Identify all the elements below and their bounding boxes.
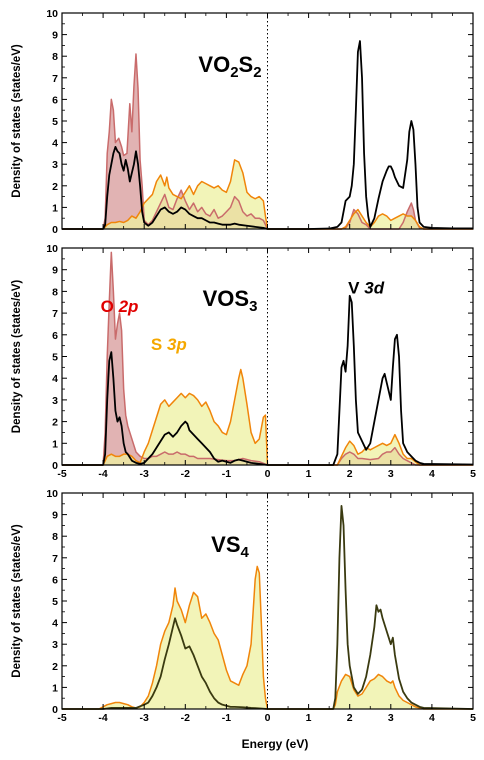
- x-tick-label: 1: [306, 468, 312, 480]
- y-tick-label: 3: [52, 159, 58, 171]
- y-tick-label: 0: [52, 704, 58, 716]
- y-tick-label: 2: [52, 181, 58, 193]
- y-tick-label: 1: [52, 438, 58, 450]
- y-tick-label: 2: [52, 661, 58, 673]
- x-tick-label: 1: [306, 712, 312, 724]
- series-line-v-3d: [62, 294, 474, 466]
- y-tick-label: 4: [52, 138, 58, 150]
- x-tick-label: -2: [181, 468, 190, 480]
- y-tick-label: 5: [52, 596, 58, 608]
- series-fill-s-3p: [62, 566, 473, 709]
- x-tick-label: 0: [265, 468, 271, 480]
- x-tick-label: 2: [347, 468, 353, 480]
- x-tick-label: -4: [98, 712, 107, 724]
- panel-title: VS4: [211, 532, 249, 561]
- y-tick-label: 8: [52, 286, 58, 298]
- x-tick-label: -1: [222, 712, 231, 724]
- x-tick-label: 3: [388, 712, 394, 724]
- x-tick-label: 3: [388, 468, 394, 480]
- x-axis-label: Energy (eV): [242, 737, 309, 751]
- y-tick-label: 6: [52, 94, 58, 106]
- orbital-label-s-3p: S 3p: [151, 335, 187, 354]
- y-tick-label: 10: [46, 243, 58, 255]
- x-tick-label: 5: [470, 468, 476, 480]
- panel-title: VOS3: [203, 286, 258, 315]
- panel-vs4: 0 1 2 3 4 5 6 7 8 9 10 -5 -4 -3 -2 -1 0 1 2 3 4 5 Density of s…: [11, 488, 476, 724]
- panel-title: VO2S2: [198, 52, 261, 81]
- x-tick-label: 5: [470, 712, 476, 724]
- y-tick-label: 8: [52, 51, 58, 63]
- y-tick-label: 6: [52, 330, 58, 342]
- orbital-label-v-3d: V 3d: [348, 279, 385, 298]
- y-tick-label: 6: [52, 574, 58, 586]
- x-tick-label: -5: [57, 468, 66, 480]
- y-tick-label: 9: [52, 30, 58, 42]
- x-tick-label: -5: [57, 712, 66, 724]
- y-axis-label: Density of states (states/eV): [11, 44, 23, 198]
- series-line-o-2p: [62, 53, 473, 230]
- panel-vo2s2: 0 1 2 3 4 5 6 7 8 9 10 Density of states (states/eV…: [11, 8, 474, 236]
- y-tick-label: 7: [52, 553, 58, 565]
- y-tick-label: 3: [52, 639, 58, 651]
- series-fill-s-3p: [62, 369, 473, 465]
- y-tick-label: 0: [52, 224, 58, 236]
- y-tick-label: 3: [52, 395, 58, 407]
- y-axis-label: Density of states (states/eV): [11, 280, 23, 434]
- orbital-label-o-2p: O 2p: [101, 297, 139, 316]
- y-tick-label: 5: [52, 352, 58, 364]
- x-tick-label: 0: [265, 712, 271, 724]
- x-tick-label: -4: [98, 468, 107, 480]
- x-tick-label: -1: [222, 468, 231, 480]
- series-line-o-2p: [62, 251, 473, 466]
- series-fill-s-3p: [62, 159, 473, 229]
- y-tick-label: 0: [52, 460, 58, 472]
- y-tick-label: 10: [46, 8, 58, 20]
- y-tick-label: 9: [52, 265, 58, 277]
- y-tick-label: 5: [52, 116, 58, 128]
- y-tick-label: 4: [52, 618, 58, 630]
- series-line-s-3p: [62, 368, 473, 466]
- x-tick-label: -3: [140, 712, 149, 724]
- y-tick-label: 10: [46, 488, 58, 500]
- x-tick-label: 2: [347, 712, 353, 724]
- x-tick-label: 4: [429, 468, 435, 480]
- y-tick-label: 7: [52, 308, 58, 320]
- panel-vos3: 0 1 2 3 4 5 6 7 8 9 10 -5 -4 -3 -2 -1 0 1 2 3 4 5 Density of s…: [11, 243, 476, 480]
- y-tick-label: 2: [52, 417, 58, 429]
- x-tick-label: 4: [429, 712, 435, 724]
- x-tick-label: -3: [140, 468, 149, 480]
- y-tick-label: 9: [52, 510, 58, 522]
- y-tick-label: 1: [52, 202, 58, 214]
- series-line-v-3d: [62, 505, 474, 710]
- y-tick-label: 7: [52, 73, 58, 85]
- y-tick-label: 8: [52, 531, 58, 543]
- series-line-s-3p: [62, 565, 473, 710]
- series-line-v-3d: [62, 40, 473, 230]
- y-tick-label: 4: [52, 373, 58, 385]
- y-tick-label: 1: [52, 682, 58, 694]
- series-line-s-3p: [62, 159, 473, 230]
- y-axis-label: Density of states (states/eV): [11, 524, 23, 678]
- x-tick-label: -2: [181, 712, 190, 724]
